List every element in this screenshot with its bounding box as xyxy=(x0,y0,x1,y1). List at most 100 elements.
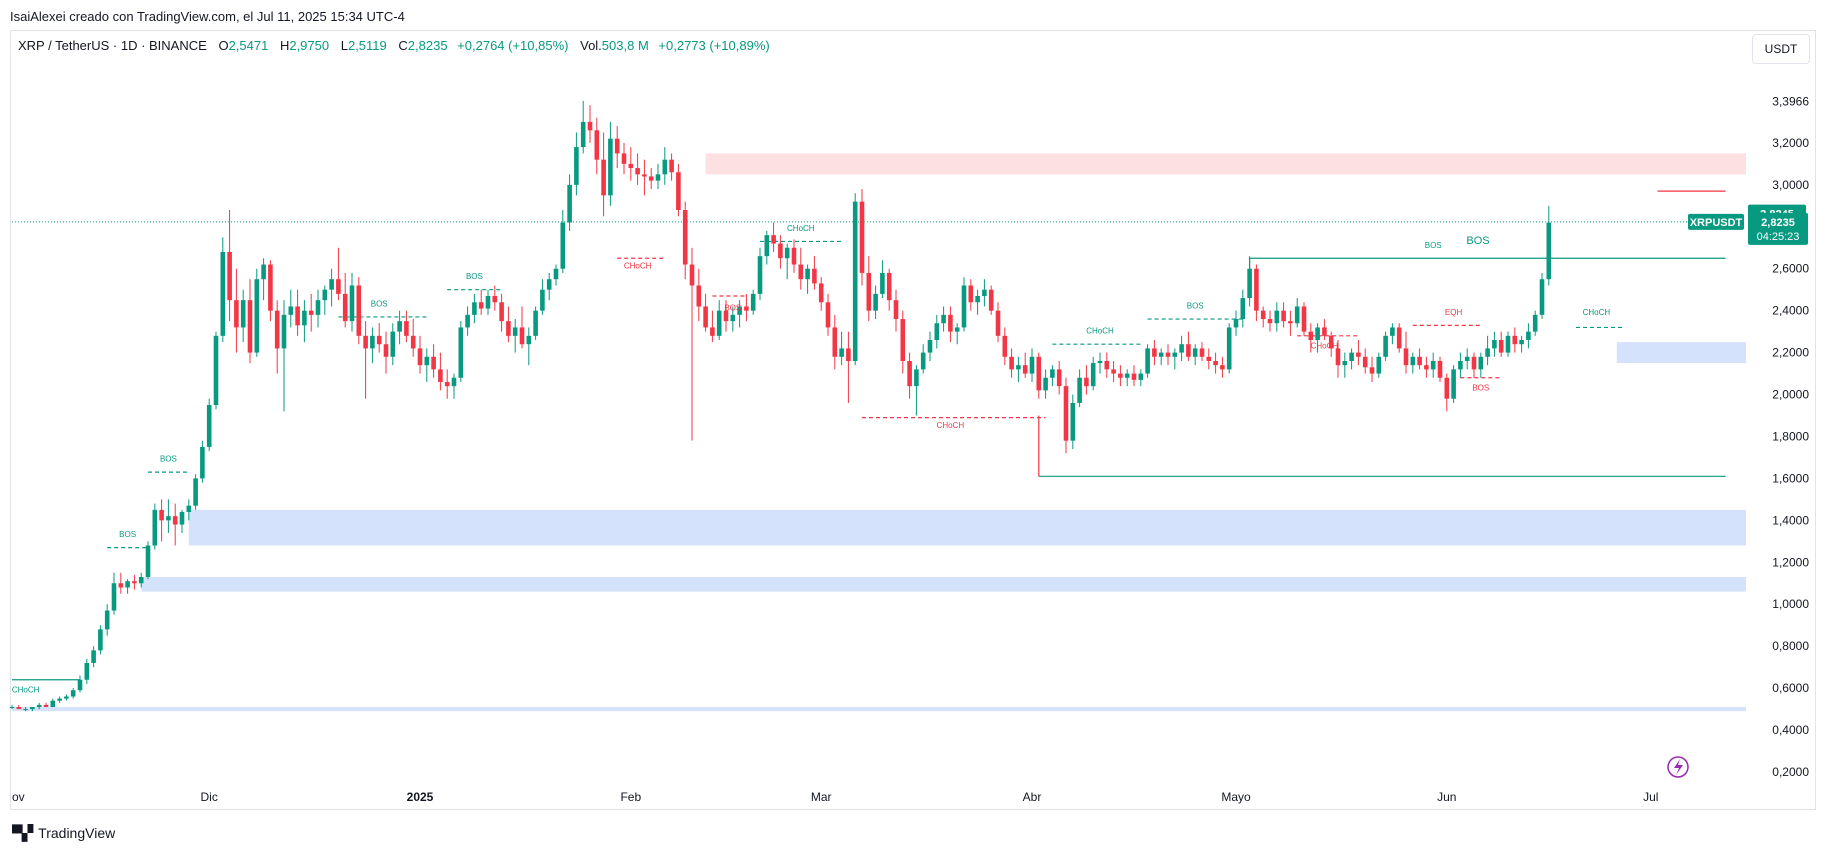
candle-body xyxy=(349,285,355,322)
candle-body xyxy=(9,706,15,708)
candle-body xyxy=(907,360,912,387)
candle-body xyxy=(1104,360,1110,370)
candle-body xyxy=(920,352,926,370)
candle-body xyxy=(880,272,885,294)
candle-body xyxy=(757,256,763,294)
candle-body xyxy=(383,344,389,357)
candle-body xyxy=(397,321,402,332)
candle-body xyxy=(512,327,518,336)
candle-body xyxy=(648,176,654,181)
candle-body xyxy=(1478,356,1484,370)
candle-body xyxy=(1437,360,1443,378)
candle-body xyxy=(254,279,260,353)
candle-body xyxy=(1267,319,1273,324)
price-axis-label: 3,3966 xyxy=(1772,95,1809,109)
candle-body xyxy=(1539,279,1545,315)
tradingview-brand: ▀▞ TradingView xyxy=(12,824,115,842)
structure-label: CHoCH xyxy=(787,224,815,233)
symbol-legend: XRP / TetherUS · 1D · BINANCE O2,5471 H2… xyxy=(18,38,770,53)
candle-body xyxy=(308,310,314,315)
price-axis-label: 0,6000 xyxy=(1772,681,1809,695)
candle-body xyxy=(526,335,532,345)
candle-body xyxy=(1084,377,1089,387)
structure-label: CHoCH xyxy=(1086,327,1114,336)
candle-body xyxy=(669,159,674,173)
candle-body xyxy=(1505,335,1511,353)
symbol-name[interactable]: XRP / TetherUS · 1D · BINANCE xyxy=(18,38,207,53)
candle-body xyxy=(1029,356,1035,374)
candle-body xyxy=(1444,377,1450,399)
candle-body xyxy=(866,272,872,311)
time-axis-label: Jul xyxy=(1643,790,1658,804)
candle-body xyxy=(1158,352,1164,357)
candle-body xyxy=(689,264,695,286)
candle-body xyxy=(1220,365,1225,370)
open-value: 2,5471 xyxy=(228,38,269,53)
countdown-label: 04:25:23 xyxy=(1757,231,1800,243)
structure-label: CHoCH xyxy=(1311,341,1339,350)
lightning-icon xyxy=(1667,756,1689,778)
low-value: 2,5119 xyxy=(347,38,387,53)
candle-body xyxy=(1424,365,1429,370)
candle-body xyxy=(642,174,647,177)
candle-body xyxy=(948,314,953,332)
candle-body xyxy=(172,516,178,525)
candle-body xyxy=(954,327,960,332)
candle-body xyxy=(1512,335,1518,345)
candle-body xyxy=(1335,348,1341,366)
candle-body xyxy=(553,268,559,280)
candle-body xyxy=(1410,356,1416,366)
candle-body xyxy=(1274,310,1280,324)
candle-body xyxy=(1111,369,1116,374)
candle-body xyxy=(812,268,817,284)
candle-body xyxy=(560,222,566,269)
time-axis-label: Mar xyxy=(811,790,832,804)
candle-body xyxy=(676,172,681,211)
candle-body xyxy=(1213,360,1218,366)
high-value: 2,9750 xyxy=(289,38,330,53)
close-label: C xyxy=(398,38,408,53)
candle-body xyxy=(193,478,198,506)
candle-body xyxy=(288,306,294,315)
candle-body xyxy=(478,302,484,309)
candle-body xyxy=(900,319,906,361)
candle-body xyxy=(506,321,511,336)
candle-body xyxy=(485,295,491,309)
candle-body xyxy=(628,163,634,169)
candle-body xyxy=(1022,365,1028,374)
candle-body xyxy=(240,300,246,328)
candle-body xyxy=(1050,369,1055,378)
structure-label: BOS xyxy=(160,455,177,464)
candle-body xyxy=(1240,298,1246,320)
candle-body xyxy=(737,306,742,315)
candle-body xyxy=(771,235,776,244)
candle-body xyxy=(730,314,736,322)
candle-body xyxy=(431,356,436,370)
candle-body xyxy=(213,335,219,406)
candle-body xyxy=(444,381,450,387)
structure-label: BOS xyxy=(724,304,741,313)
candle-body xyxy=(1294,306,1300,324)
candle-body xyxy=(995,310,1001,336)
tradingview-logo-icon: ▀▞ xyxy=(12,825,33,842)
candle-body xyxy=(159,509,164,521)
candle-body xyxy=(1532,314,1538,332)
candle-body xyxy=(914,369,919,387)
candle-body xyxy=(1485,348,1490,357)
candle-body xyxy=(1009,356,1014,370)
candle-body xyxy=(1315,327,1320,341)
candle-body xyxy=(152,509,158,546)
candle-body xyxy=(982,289,987,296)
candle-body xyxy=(465,314,470,328)
candle-body xyxy=(968,285,974,303)
high-label: H xyxy=(279,38,290,53)
currency-unit-button[interactable]: USDT xyxy=(1752,34,1810,64)
candle-body xyxy=(424,356,430,366)
current-price-label: 2,8235 xyxy=(1761,217,1795,229)
candle-body xyxy=(1145,348,1150,374)
candle-body xyxy=(329,279,334,290)
candle-body xyxy=(43,704,49,707)
candle-body xyxy=(1362,356,1368,368)
candle-body xyxy=(220,251,226,336)
